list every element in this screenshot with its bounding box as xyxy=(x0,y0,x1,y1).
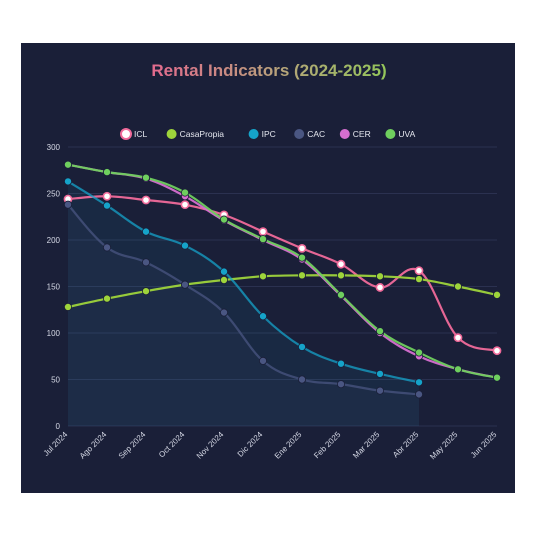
series-icl-point xyxy=(141,195,151,205)
y-tick-label: 300 xyxy=(47,143,61,152)
series-cac-point xyxy=(142,258,151,267)
legend-label-casapropia: CasaPropia xyxy=(180,129,225,139)
x-tick-label: Feb 2025 xyxy=(312,430,343,461)
data-points xyxy=(63,160,502,399)
series-casapropia-point xyxy=(103,294,112,303)
series-icl-point xyxy=(414,266,424,276)
series-cac-point xyxy=(258,356,267,365)
x-tick-label: Jun 2025 xyxy=(469,430,499,460)
line-chart: Rental Indicators (2024-2025) 0 50 100 150 2… xyxy=(42,61,502,462)
series-casapropia-point xyxy=(142,287,151,296)
series-uva-point xyxy=(64,160,73,169)
series-cac-point xyxy=(180,280,189,289)
series-icl-point xyxy=(102,191,112,201)
series-casapropia-point xyxy=(375,272,384,281)
series-ipc-point xyxy=(219,267,228,276)
series-ipc-point xyxy=(336,359,345,368)
x-tick-label: Ene 2025 xyxy=(273,430,304,461)
series-uva-point xyxy=(180,188,189,197)
series-icl-point xyxy=(375,283,385,292)
series-uva-point xyxy=(336,290,345,299)
series-cac-point xyxy=(414,390,423,399)
legend-marker-icl xyxy=(120,128,132,140)
y-tick-label: 0 xyxy=(56,422,61,431)
series-uva-point xyxy=(414,348,423,357)
series-ipc-area xyxy=(68,181,419,426)
series-icl-point xyxy=(336,259,346,269)
series-ipc-point xyxy=(64,177,73,186)
series-casapropia-point xyxy=(336,271,345,280)
x-tick-label: Oct 2024 xyxy=(157,430,187,460)
legend-marker-cac xyxy=(294,129,305,139)
series-icl-point xyxy=(258,227,268,237)
series-uva-point xyxy=(375,327,384,336)
series-cac-line xyxy=(67,203,420,396)
x-tick-label: Sep 2024 xyxy=(117,430,148,461)
x-tick-label: Dic 2024 xyxy=(236,430,265,459)
series-cac-point xyxy=(375,386,384,395)
x-tick-label: Ago 2024 xyxy=(78,430,109,461)
series-casapropia-point xyxy=(414,275,423,284)
y-tick-label: 250 xyxy=(47,190,61,199)
series-casapropia-point xyxy=(219,275,228,284)
series-uva-point xyxy=(453,365,462,374)
area-fills xyxy=(68,181,419,426)
series-uva-point xyxy=(103,168,112,177)
legend-marker-uva xyxy=(385,129,396,139)
series-uva-point xyxy=(219,215,228,224)
x-tick-label: Nov 2024 xyxy=(195,430,226,461)
series-ipc-point xyxy=(142,227,151,236)
x-tick-label: May 2025 xyxy=(428,430,460,462)
series-icl-point xyxy=(297,243,307,253)
series-uva-point xyxy=(297,253,306,262)
series-ipc-line xyxy=(67,180,420,384)
series-casapropia-point xyxy=(297,271,306,280)
series-casapropia-point xyxy=(64,302,73,311)
legend-marker-cer xyxy=(339,129,350,139)
y-tick-label: 150 xyxy=(47,283,61,292)
x-tick-label: Jul 2024 xyxy=(42,430,70,458)
series-uva-point xyxy=(258,235,267,244)
series-uva-point xyxy=(142,173,151,182)
chart-panel: Rental Indicators (2024-2025) 0 50 100 150 2… xyxy=(21,43,515,493)
legend-label-uva: UVA xyxy=(398,129,415,139)
series-casapropia-point xyxy=(492,290,501,299)
series-cac-point xyxy=(64,200,73,209)
series-ipc-point xyxy=(375,369,384,378)
y-tick-label: 200 xyxy=(47,236,61,245)
series-icl-point xyxy=(180,200,190,210)
y-tick-label: 100 xyxy=(47,329,61,338)
series-cac-point xyxy=(219,308,228,317)
legend-label-icl: ICL xyxy=(134,129,148,139)
series-ipc-point xyxy=(258,312,267,321)
series-cac-point xyxy=(297,375,306,384)
legend: ICL CasaPropia IPC CAC CER UVA xyxy=(120,128,416,140)
series-cac-point xyxy=(103,243,112,252)
legend-marker-ipc xyxy=(248,129,259,139)
series-icl-point xyxy=(453,333,463,343)
x-tick-label: Mar 2025 xyxy=(351,430,382,461)
legend-label-ipc: IPC xyxy=(262,129,276,139)
chart-title: Rental Indicators (2024-2025) xyxy=(151,61,386,80)
legend-label-cac: CAC xyxy=(307,129,325,139)
series-ipc-point xyxy=(180,241,189,250)
series-casapropia-point xyxy=(453,282,462,291)
series-cac-area xyxy=(68,204,419,426)
series-ipc-point xyxy=(103,201,112,210)
legend-marker-casapropia xyxy=(166,129,177,139)
series-ipc-point xyxy=(297,342,306,351)
series-casapropia-point xyxy=(258,272,267,281)
series-cac-point xyxy=(336,380,345,389)
y-tick-label: 50 xyxy=(51,376,60,385)
legend-label-cer: CER xyxy=(353,129,371,139)
series-ipc-point xyxy=(414,378,423,387)
x-tick-label: Abr 2025 xyxy=(391,430,421,460)
series-icl-point xyxy=(492,346,502,356)
series-uva-point xyxy=(492,373,501,382)
